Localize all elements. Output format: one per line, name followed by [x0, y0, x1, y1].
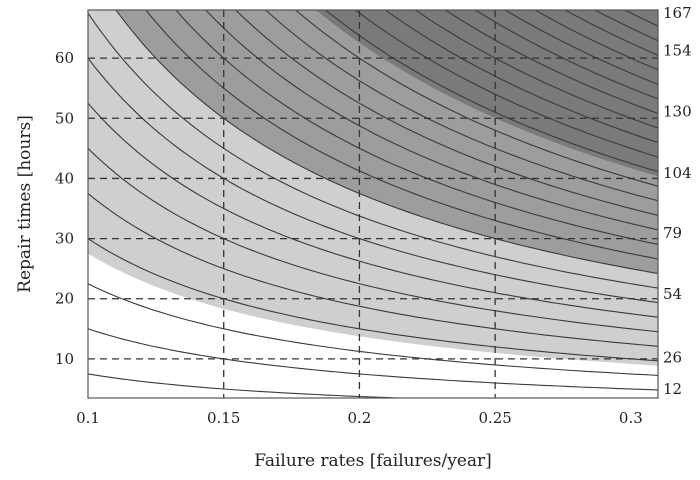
contour-line-2 — [88, 283, 658, 376]
grid-layer — [88, 10, 658, 398]
right-contour-label: 154 — [663, 41, 692, 59]
contour-line-7 — [88, 57, 658, 304]
y-tick-labels: 10 20 30 40 50 60 — [55, 49, 74, 368]
y-tick-label: 20 — [55, 290, 74, 308]
right-contour-label: 54 — [663, 285, 682, 303]
contour-line-1 — [88, 328, 658, 391]
x-tick-label: 0.25 — [478, 409, 511, 427]
contour-band-2 — [115, 10, 658, 274]
right-contour-label: 130 — [663, 103, 692, 121]
right-contour-labels: 167 154 130 104 79 54 26 12 — [663, 4, 692, 398]
x-tick-labels: 0.1 0.15 0.2 0.25 0.3 — [76, 409, 643, 427]
contour-line-layer — [88, 10, 658, 398]
contour-line-15 — [294, 10, 658, 187]
contour-line-0 — [88, 373, 415, 398]
plot-frame — [87, 9, 659, 399]
contour-line-4 — [88, 193, 658, 347]
contour-line-19 — [414, 10, 658, 129]
y-tick-label: 40 — [55, 169, 74, 187]
contour-line-16 — [324, 10, 658, 173]
contour-line-13 — [234, 10, 658, 216]
right-contour-label: 79 — [663, 224, 682, 242]
y-axis-title: Repair times [hours] — [15, 115, 35, 293]
contour-line-5 — [88, 148, 658, 333]
x-tick-label: 0.2 — [347, 409, 371, 427]
y-tick-label: 60 — [55, 49, 74, 67]
contour-line-21 — [474, 10, 658, 100]
contour-line-6 — [88, 102, 658, 318]
contour-fill-layer — [88, 10, 658, 398]
contour-line-12 — [205, 10, 658, 231]
y-tick-label: 50 — [55, 109, 74, 127]
right-contour-label: 104 — [663, 164, 692, 182]
right-contour-label: 12 — [663, 380, 682, 398]
contour-band-1 — [88, 10, 658, 366]
x-tick-label: 0.3 — [619, 409, 643, 427]
y-tick-label: 30 — [55, 230, 74, 248]
right-contour-label: 167 — [663, 4, 692, 22]
contour-line-11 — [175, 10, 658, 245]
contour-line-14 — [264, 10, 658, 202]
contour-line-8 — [88, 12, 658, 289]
right-contour-label: 26 — [663, 349, 682, 367]
contour-line-22 — [504, 10, 658, 85]
contour-band-3 — [315, 10, 658, 177]
contour-line-3 — [88, 238, 658, 362]
x-axis-title: Failure rates [failures/year] — [254, 451, 492, 471]
x-tick-label: 0.1 — [76, 409, 100, 427]
contour-line-9 — [115, 10, 658, 275]
contour-line-20 — [444, 10, 658, 114]
y-tick-label: 10 — [55, 350, 74, 368]
contour-band-0 — [88, 253, 658, 398]
contour-line-17 — [354, 10, 658, 158]
contour-line-10 — [145, 10, 658, 260]
x-tick-label: 0.15 — [207, 409, 240, 427]
contour-line-18 — [384, 10, 658, 144]
contour-line-23 — [534, 10, 658, 71]
